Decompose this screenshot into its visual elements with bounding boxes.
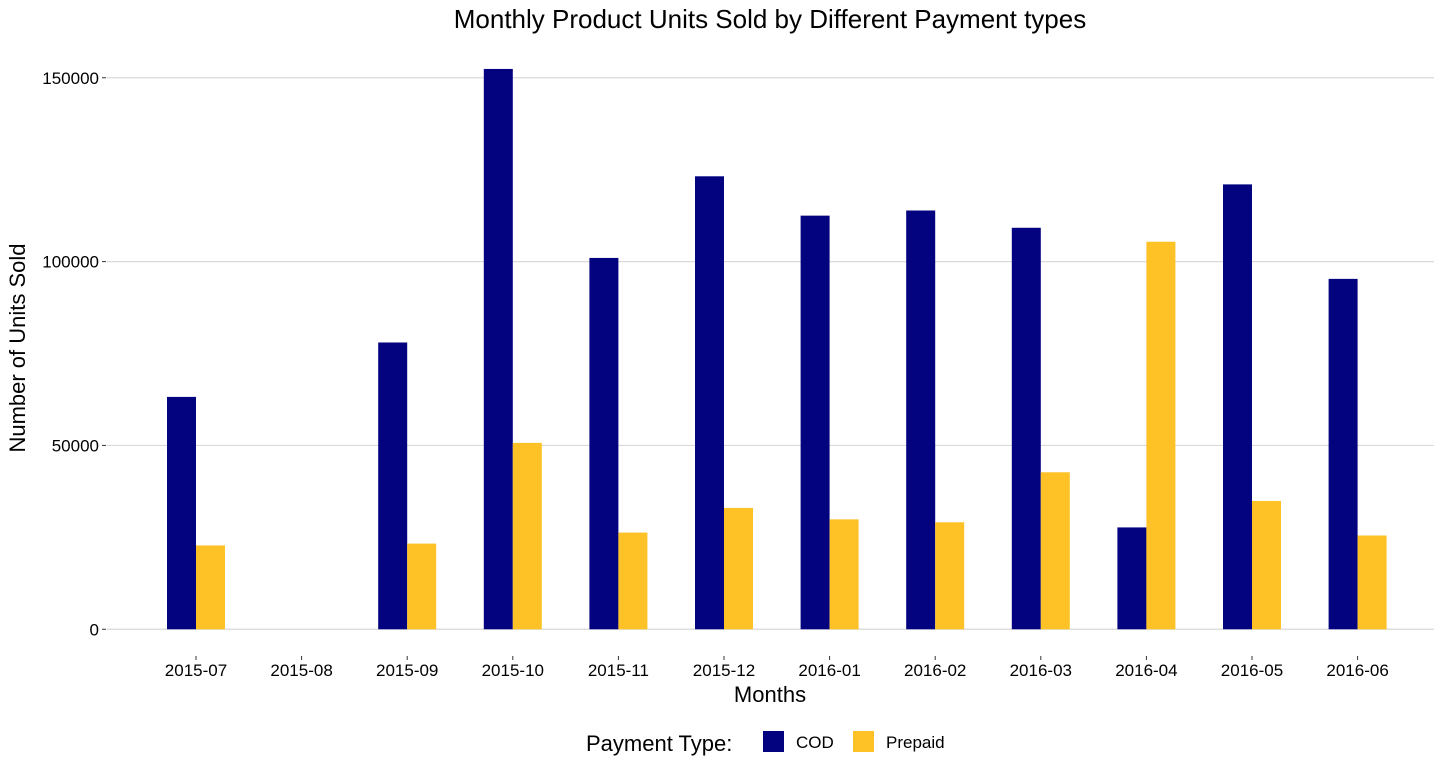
- y-tick-label: 50000: [52, 436, 99, 455]
- x-tick-label: 2015-11: [588, 661, 649, 680]
- x-axis-title: Months: [734, 682, 806, 707]
- bar-prepaid-2016-03: [1040, 472, 1070, 630]
- bar-cod-2016-02: [906, 210, 936, 630]
- bar-cod-2016-04: [1117, 527, 1147, 630]
- legend-swatch-cod: [763, 731, 784, 752]
- x-axis: 2015-07 2015-08 2015-09 2015-10 2015-11 2015-…: [165, 656, 1389, 680]
- chart-title: Monthly Product Units Sold by Different …: [454, 4, 1086, 34]
- legend-swatch-prepaid: [853, 731, 874, 752]
- y-tick-label: 0: [90, 620, 99, 639]
- x-tick-label: 2016-01: [798, 661, 860, 680]
- y-tick-label: 100000: [42, 253, 99, 272]
- bar-prepaid-2015-11: [618, 532, 648, 630]
- x-tick-label: 2015-08: [270, 661, 332, 680]
- x-tick-label: 2015-10: [482, 661, 544, 680]
- x-tick-label: 2015-07: [165, 661, 227, 680]
- bar-prepaid-2016-02: [935, 522, 965, 630]
- bar-prepaid-2016-05: [1252, 500, 1281, 630]
- bar-cod-2015-07: [167, 396, 196, 630]
- x-tick-label: 2016-06: [1326, 661, 1388, 680]
- bar-prepaid-2015-12: [724, 507, 753, 630]
- legend-title: Payment Type:: [586, 731, 732, 756]
- x-tick-label: 2016-05: [1221, 661, 1283, 680]
- bar-cod-2016-01: [800, 215, 830, 630]
- gridlines: [107, 77, 1434, 630]
- x-tick-label: 2016-03: [1010, 661, 1072, 680]
- legend-label-prepaid: Prepaid: [886, 733, 945, 752]
- bar-cod-2015-11: [589, 257, 619, 630]
- bars: [167, 68, 1387, 630]
- y-tick-label: 150000: [42, 69, 99, 88]
- bar-prepaid-2015-07: [196, 545, 225, 630]
- bar-cod-2016-06: [1328, 278, 1358, 630]
- legend-label-cod: COD: [796, 733, 834, 752]
- x-tick-label: 2015-12: [693, 661, 755, 680]
- bar-cod-2016-05: [1223, 184, 1252, 630]
- bar-cod-2015-09: [378, 342, 408, 630]
- bar-prepaid-2016-04: [1146, 241, 1176, 630]
- x-tick-label: 2015-09: [376, 661, 438, 680]
- bar-prepaid-2016-06: [1357, 535, 1387, 630]
- bar-cod-2016-03: [1011, 227, 1041, 630]
- y-axis-title: Number of Units Sold: [5, 243, 30, 452]
- bar-prepaid-2015-09: [407, 543, 437, 630]
- bar-cod-2015-10: [483, 68, 513, 630]
- y-axis: 0 50000 100000 150000: [42, 69, 106, 639]
- bar-prepaid-2016-01: [829, 519, 859, 630]
- bar-prepaid-2015-10: [512, 442, 542, 630]
- bar-cod-2015-12: [695, 176, 724, 630]
- x-tick-label: 2016-02: [904, 661, 966, 680]
- x-tick-label: 2016-04: [1115, 661, 1177, 680]
- legend: Payment Type: COD Prepaid: [586, 731, 945, 756]
